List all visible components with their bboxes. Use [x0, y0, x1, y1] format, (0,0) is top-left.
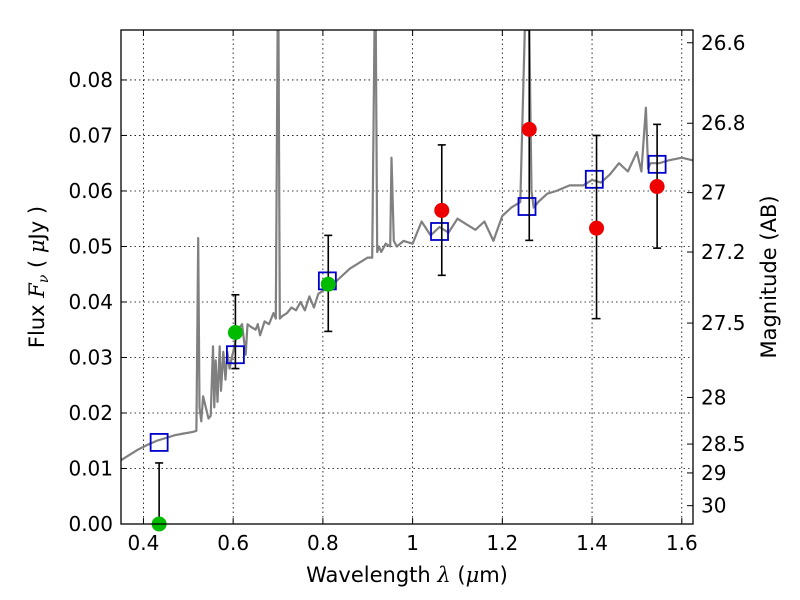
y-axis-flux-subscript: ν [36, 274, 52, 283]
y-tick-label: 0.03 [68, 345, 113, 369]
y2-tick-label: 26.6 [701, 31, 746, 55]
nir-detection-point [649, 179, 665, 195]
y2-tick-label: 26.8 [701, 111, 746, 135]
x-tick-label: 0.4 [128, 531, 160, 555]
x-axis-unit-close: m) [479, 563, 508, 587]
x-tick-label: 0.6 [217, 531, 249, 555]
y2-tick-label: 30 [701, 494, 726, 518]
y-tick-label: 0.08 [68, 68, 113, 92]
x-tick-label: 1 [406, 531, 419, 555]
y-axis-unit-open: ( [25, 253, 49, 275]
markers [149, 30, 667, 532]
ticks: 0.4 0.6 0.8 1 1.2 1.4 1.6 0.00 0.01 0.02 0.03 0.04 0… [68, 30, 746, 555]
data-area [121, 30, 693, 462]
x-axis-title: Wavelength λ (μm) [306, 563, 508, 587]
model-photometry-square [430, 222, 449, 241]
y-tick-label: 0.07 [68, 123, 113, 147]
optical-detection-point [320, 276, 336, 292]
y-axis-unit-close: Jy ) [25, 206, 49, 242]
y-tick-label: 0.04 [68, 290, 113, 314]
y-tick-label: 0.01 [68, 456, 113, 480]
x-axis-title-prefix: Wavelength [306, 563, 437, 587]
x-axis-unit-mu: μ [466, 563, 480, 587]
y-axis-flux-symbol: F [25, 282, 49, 299]
optical-detection-point [227, 325, 243, 341]
y2-tick-label: 29 [701, 461, 726, 485]
model-photometry-square [149, 433, 169, 452]
x-tick-label: 1.4 [576, 531, 608, 555]
y-tick-label: 0.02 [68, 401, 113, 425]
x-tick-label: 1.6 [666, 531, 698, 555]
nir-detection-point [589, 220, 605, 236]
nir-detection-point [434, 202, 450, 218]
y-axis-title-prefix: Flux [25, 298, 49, 348]
y2-tick-label: 28.5 [701, 432, 746, 456]
y-axis-unit-mu: μ [25, 239, 49, 253]
y2-axis-title: Magnitude (AB) [757, 195, 781, 358]
y-tick-label: 0.05 [68, 234, 113, 258]
y2-tick-label: 27 [701, 181, 726, 205]
x-axis-unit-open: ( [451, 563, 466, 587]
nir-detection-point [521, 121, 537, 137]
y-tick-label: 0.00 [68, 512, 113, 536]
y2-tick-label: 27.5 [701, 311, 746, 335]
x-tick-label: 1.2 [486, 531, 518, 555]
plot-background [121, 30, 693, 524]
model-photometry-square [517, 197, 537, 216]
x-axis-lambda: λ [436, 563, 450, 587]
y2-tick-label: 28 [701, 385, 726, 409]
y-tick-label: 0.06 [68, 179, 113, 203]
y2-tick-label: 27.2 [701, 240, 746, 264]
model-photometry-square [584, 169, 604, 189]
plot-frame [120, 29, 694, 525]
y-axis-title: Flux Fν ( μJy ) [25, 206, 52, 348]
spectrum-line [121, 30, 693, 462]
x-tick-label: 0.8 [307, 531, 339, 555]
